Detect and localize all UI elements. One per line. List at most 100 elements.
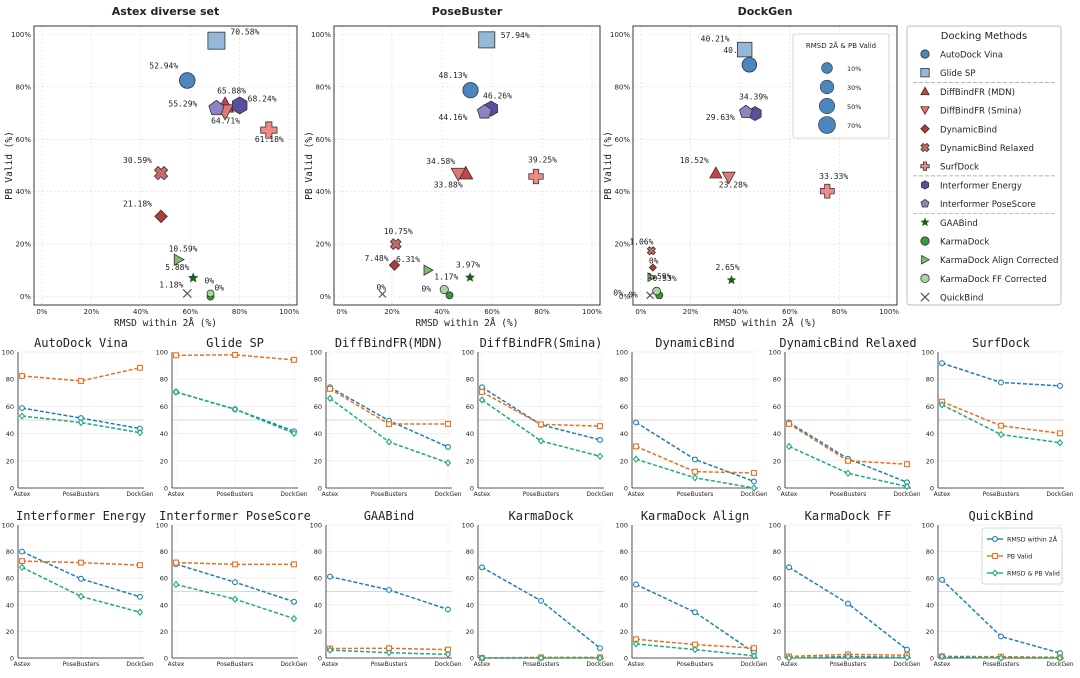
y-tick-label: 40 bbox=[773, 430, 781, 438]
series-point bbox=[1057, 382, 1063, 389]
series-point bbox=[786, 420, 792, 427]
series-point bbox=[326, 394, 334, 403]
legend-marker bbox=[920, 106, 930, 116]
series-point bbox=[479, 384, 485, 391]
y-tick-label: 60 bbox=[160, 403, 168, 411]
panel-title: SurfDock bbox=[972, 336, 1031, 350]
series-point bbox=[939, 360, 945, 367]
point-label: 29.63% bbox=[706, 113, 735, 122]
series-point bbox=[232, 579, 238, 586]
y-tick-label: 40% bbox=[614, 188, 630, 196]
x-tick-label: Astex bbox=[781, 491, 798, 498]
y-tick-label: 60 bbox=[466, 403, 474, 411]
x-tick-label: DockGen bbox=[1046, 491, 1073, 498]
data-point bbox=[462, 82, 479, 99]
line-panel-2: 0 20 40 60 80 100 Astex PoseBusters DockGen DiffB… bbox=[310, 336, 462, 498]
series-legend-box bbox=[981, 527, 1063, 585]
x-tick-label: DockGen bbox=[280, 661, 307, 668]
series-point bbox=[385, 648, 393, 657]
series-point bbox=[327, 573, 333, 580]
x-tick-label: 0% bbox=[36, 308, 47, 316]
series-point bbox=[444, 459, 452, 467]
legend-item-label: QuickBind bbox=[940, 294, 984, 304]
x-tick-label: DockGen bbox=[1046, 661, 1073, 668]
y-tick-label: 40 bbox=[6, 601, 14, 609]
y-tick-label: 40 bbox=[466, 430, 474, 438]
point-label: 34.58% bbox=[426, 157, 455, 166]
series-line bbox=[175, 354, 295, 361]
legend-title: Docking Methods bbox=[941, 31, 1027, 42]
panel-title: DynamicBind Relaxed bbox=[779, 336, 916, 350]
x-axis-label: RMSD within 2Å (%) bbox=[714, 317, 817, 329]
x-tick-label: PoseBusters bbox=[830, 661, 867, 668]
y-tick-label: 100 bbox=[310, 522, 322, 530]
line-panel-6: 0 20 40 60 80 100 Astex PoseBusters DockGen SurfD… bbox=[922, 336, 1074, 498]
x-tick-label: Astex bbox=[168, 491, 185, 498]
series-point bbox=[633, 443, 639, 450]
data-point bbox=[528, 168, 544, 185]
point-label: 0% bbox=[613, 288, 623, 297]
y-tick-label: 20 bbox=[6, 628, 14, 636]
x-tick-label: DockGen bbox=[280, 491, 307, 498]
series-point bbox=[632, 640, 640, 648]
legend-marker bbox=[920, 68, 930, 78]
y-tick-label: 60% bbox=[614, 136, 630, 144]
series-point bbox=[751, 469, 757, 476]
series-point bbox=[137, 364, 143, 371]
data-point bbox=[231, 96, 248, 115]
series-line bbox=[21, 415, 141, 434]
legend-marker bbox=[920, 49, 930, 59]
y-tick-label: 40 bbox=[314, 601, 322, 609]
data-point bbox=[173, 253, 185, 266]
x-tick-label: 100% bbox=[582, 308, 602, 316]
x-tick-label: Astex bbox=[934, 661, 951, 668]
x-tick-label: 20% bbox=[683, 308, 699, 316]
series-point bbox=[479, 389, 485, 395]
series-point bbox=[939, 576, 945, 583]
y-tick-label: 60 bbox=[620, 403, 628, 411]
x-tick-label: Astex bbox=[322, 491, 339, 498]
data-point bbox=[445, 291, 454, 300]
legend-item-label: KarmaDock FF Corrected bbox=[940, 275, 1047, 285]
series-point bbox=[845, 600, 851, 607]
size-legend-box bbox=[792, 33, 890, 139]
series-point bbox=[785, 442, 793, 451]
y-tick-label: 60 bbox=[160, 575, 168, 583]
series-point bbox=[538, 421, 544, 428]
point-label: 30.59% bbox=[123, 156, 152, 165]
point-label: 7.48% bbox=[364, 254, 388, 263]
y-tick-label: 80 bbox=[6, 376, 14, 384]
y-tick-label: 0 bbox=[777, 655, 781, 663]
series-point bbox=[445, 606, 451, 613]
series-point bbox=[327, 385, 333, 392]
x-tick-label: 20% bbox=[84, 308, 100, 316]
series-point bbox=[18, 412, 26, 420]
y-tick-label: 20 bbox=[314, 457, 322, 465]
x-tick-label: Astex bbox=[628, 661, 645, 668]
x-tick-label: 20% bbox=[384, 308, 400, 316]
series-point bbox=[692, 468, 698, 475]
series-point bbox=[172, 580, 180, 589]
size-legend-title: RMSD 2Å & PB Valid bbox=[806, 41, 876, 50]
data-point bbox=[179, 72, 196, 89]
series-point bbox=[632, 455, 640, 463]
x-tick-label: DockGen bbox=[126, 491, 153, 498]
panel-title: AutoDock Vina bbox=[34, 336, 128, 350]
point-label: 33.33% bbox=[819, 172, 848, 181]
y-tick-label: 80 bbox=[620, 548, 628, 556]
y-tick-label: 100 bbox=[156, 349, 168, 357]
series-point bbox=[172, 388, 180, 396]
series-legend-marker bbox=[992, 553, 998, 559]
legend-marker bbox=[920, 161, 930, 171]
panel-title: DiffBindFR(MDN) bbox=[335, 336, 443, 350]
y-tick-label: 60 bbox=[466, 575, 474, 583]
series-point bbox=[385, 438, 393, 446]
series-point bbox=[1057, 430, 1063, 437]
legend-item-label: AutoDock Vina bbox=[940, 51, 1003, 61]
x-tick-label: PoseBusters bbox=[523, 491, 560, 498]
x-tick-label: Astex bbox=[14, 491, 31, 498]
series-point bbox=[291, 598, 297, 605]
series-point bbox=[997, 430, 1005, 439]
data-point bbox=[646, 291, 655, 300]
data-point bbox=[378, 290, 387, 298]
